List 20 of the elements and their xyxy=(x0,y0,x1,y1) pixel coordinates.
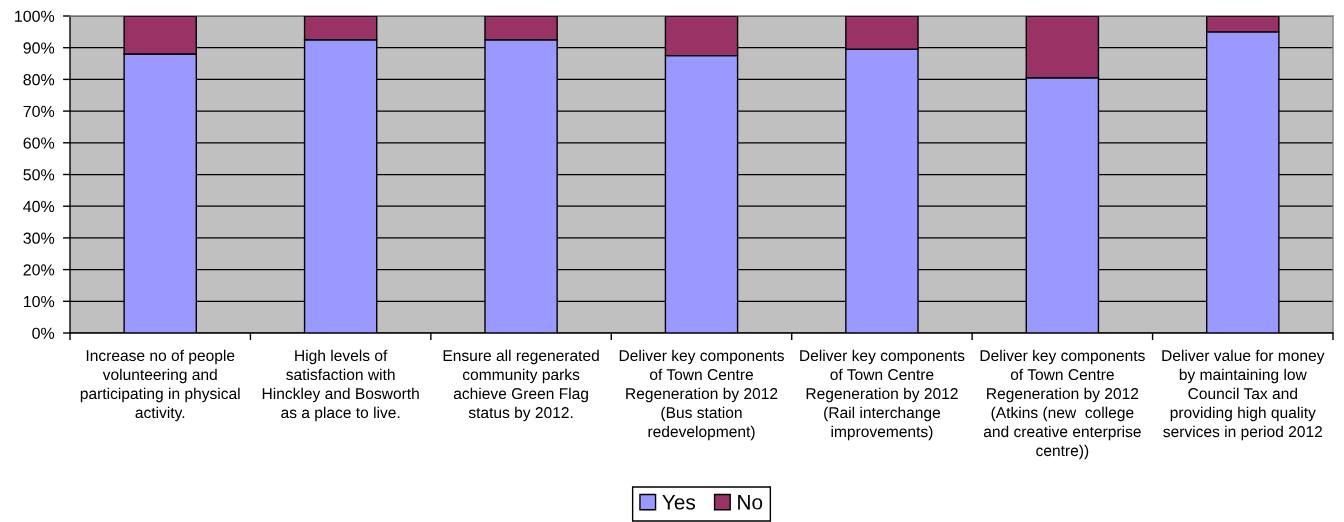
y-tick-label: 40% xyxy=(23,200,55,213)
x-tick-label: Deliver key components of Town Centre Regeneration by 2012 (Atkins (new college and creative enterprise centre)) xyxy=(980,349,1145,460)
y-tick-label: 60% xyxy=(23,137,55,149)
x-tick-label: High levels of satisfaction with Hinckley and Bosworth as a place to live. xyxy=(262,349,419,422)
x-tick-label: Ensure all regenerated community parks achieve Green Flag status by 2012. xyxy=(443,349,599,422)
y-tick-label: 90% xyxy=(23,42,55,54)
x-tick-label: Deliver key components of Town Centre Regeneration by 2012 (Bus station redevelopment) xyxy=(619,349,784,441)
x-tick-label: Increase no of people volunteering and participating in physical activity. xyxy=(80,349,240,422)
x-tick-label: Deliver value for money by maintaining low Council Tax and providing high quality services in period 2012 xyxy=(1162,349,1325,441)
y-tick-label: 70% xyxy=(23,105,55,118)
legend-label: No xyxy=(738,495,763,510)
y-tick-label: 50% xyxy=(23,169,55,181)
x-tick-label: Deliver key components of Town Centre Regeneration by 2012 (Rail interchange improvements) xyxy=(800,349,965,441)
y-tick-label: 0% xyxy=(32,327,55,339)
legend-label: Yes xyxy=(662,495,696,510)
y-tick-label: 100% xyxy=(15,10,55,22)
y-tick-label: 30% xyxy=(23,232,55,244)
y-tick-label: 10% xyxy=(23,295,55,308)
y-tick-label: 20% xyxy=(23,264,55,276)
y-tick-label: 80% xyxy=(23,74,55,86)
